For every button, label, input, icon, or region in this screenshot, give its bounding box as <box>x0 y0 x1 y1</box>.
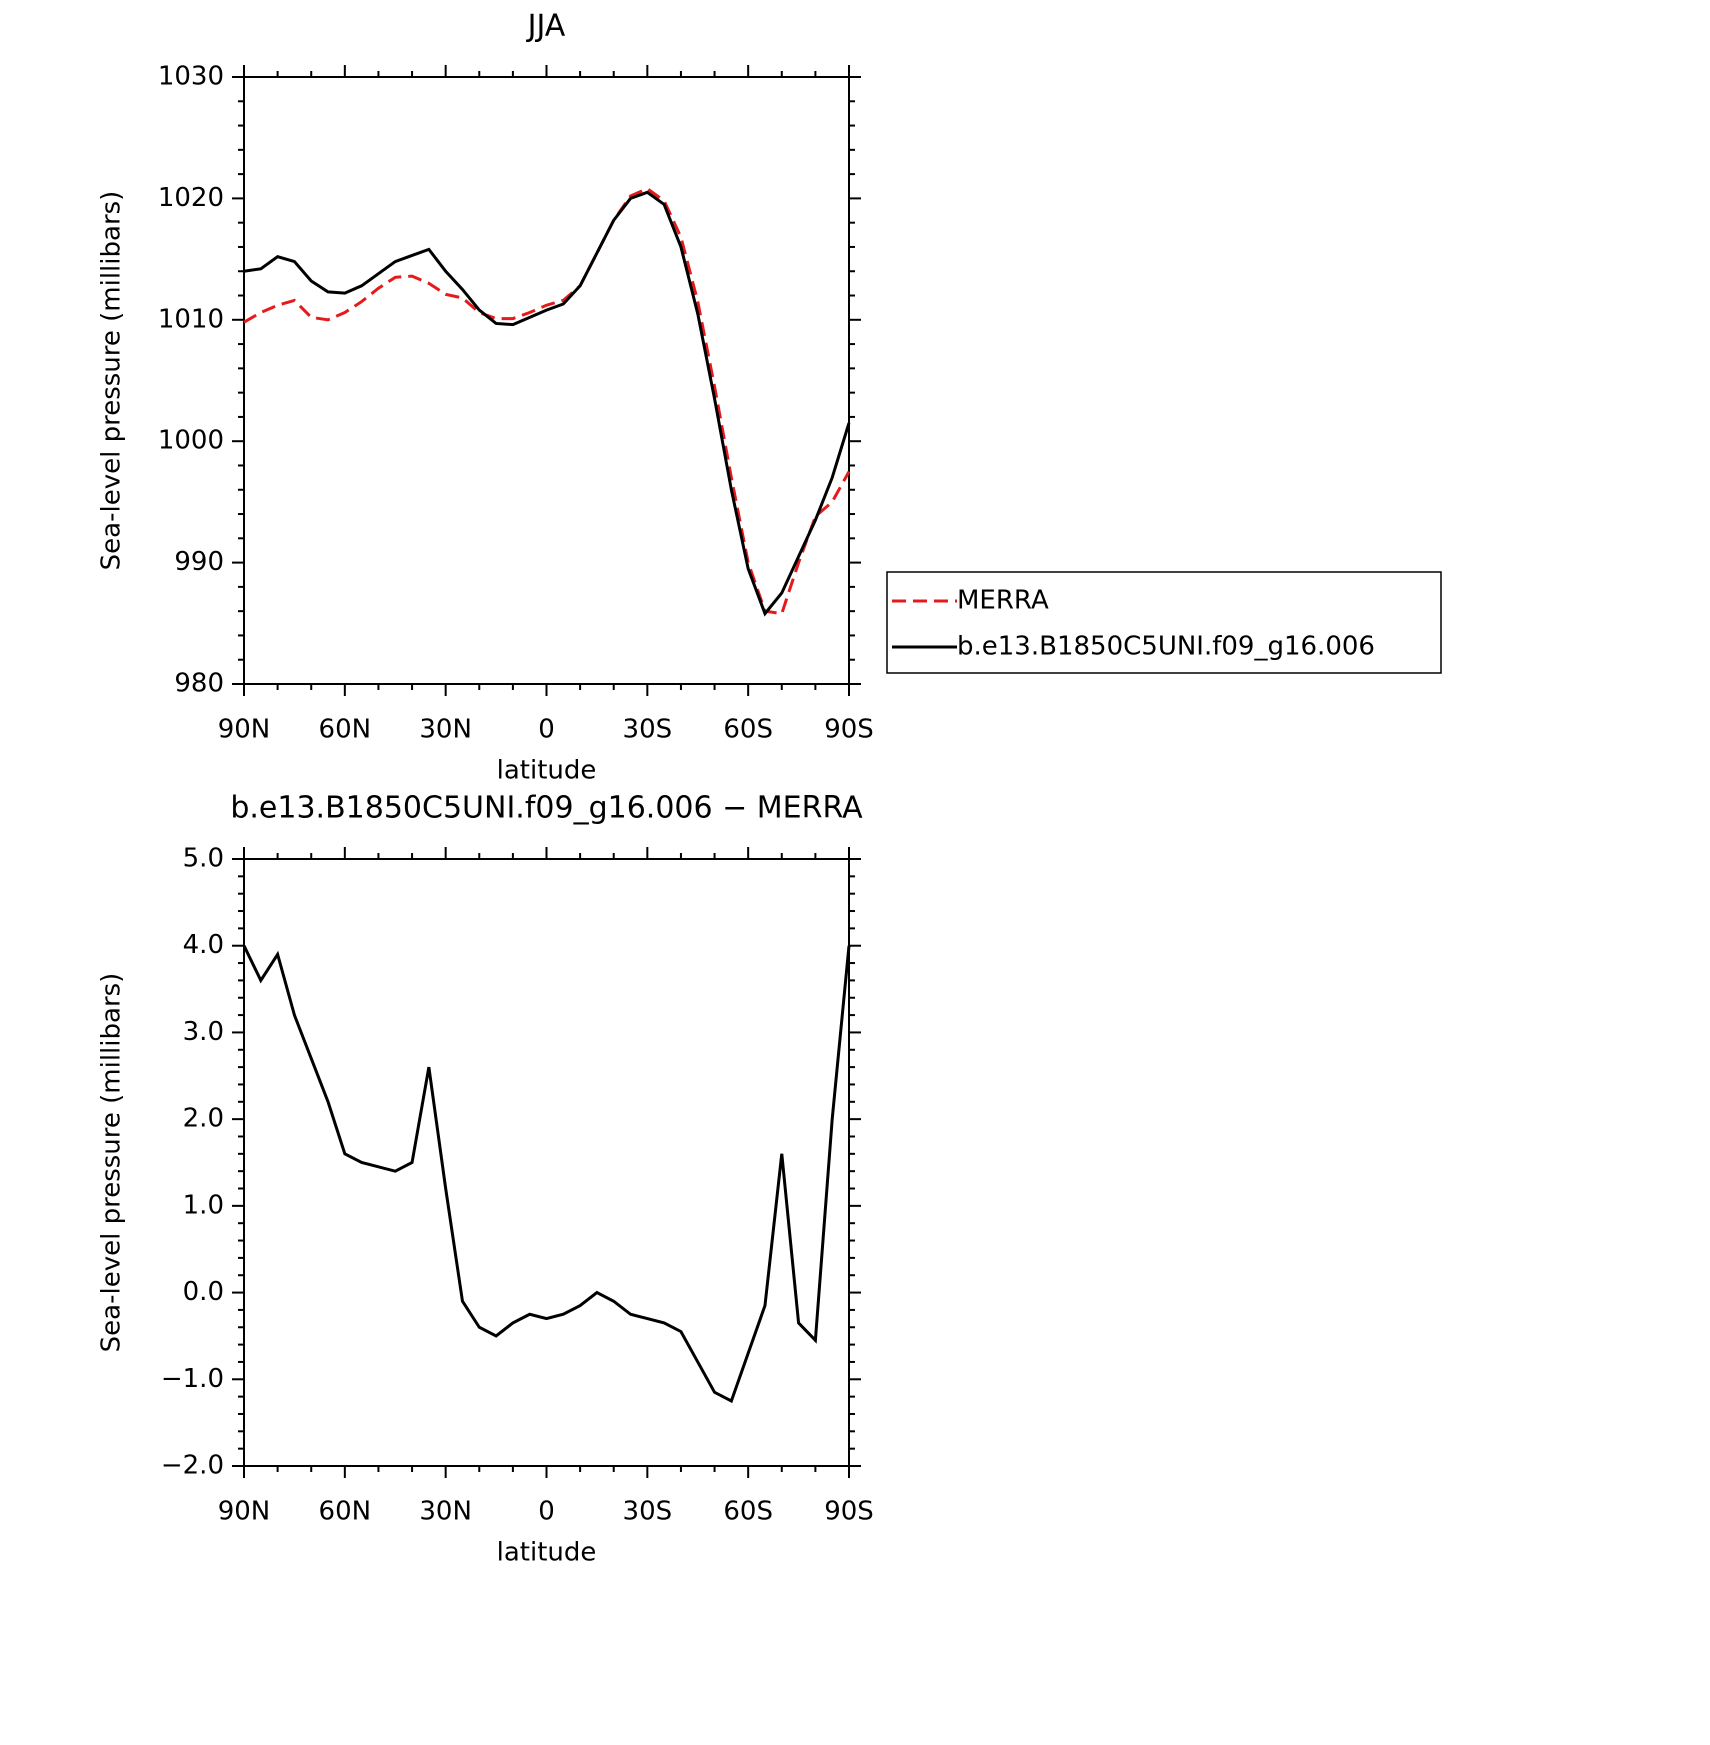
y-tick-label: 2.0 <box>183 1104 224 1134</box>
x-tick-label: 60N <box>319 715 372 745</box>
plot-frame <box>243 858 850 1467</box>
chart-title: JJA <box>526 9 566 44</box>
x-tick-label: 90N <box>218 715 271 745</box>
x-tick-label: 30N <box>419 1497 472 1527</box>
x-axis-label: latitude <box>497 756 597 786</box>
y-tick-label: 990 <box>174 547 224 577</box>
x-tick-label: 30S <box>623 1497 673 1527</box>
y-tick-label: 1030 <box>158 62 224 92</box>
x-tick-label: 60N <box>319 1497 372 1527</box>
y-axis-label: Sea-level pressure (millibars) <box>97 973 127 1353</box>
y-axis-label: Sea-level pressure (millibars) <box>97 191 127 571</box>
legend-label: b.e13.B1850C5UNI.f09_g16.006 <box>957 632 1375 662</box>
x-tick-label: 0 <box>538 715 555 745</box>
y-tick-label: 1.0 <box>183 1190 224 1220</box>
y-tick-label: 4.0 <box>183 930 224 960</box>
y-tick-label: 1010 <box>158 304 224 334</box>
x-tick-label: 30N <box>419 715 472 745</box>
y-tick-label: 5.0 <box>183 844 224 874</box>
x-axis-label: latitude <box>497 1538 597 1568</box>
x-tick-label: 90N <box>218 1497 271 1527</box>
data-line <box>242 945 851 1404</box>
y-tick-label: −1.0 <box>161 1364 224 1394</box>
legend-label: MERRA <box>957 586 1049 616</box>
legend-box <box>886 571 1442 674</box>
y-tick-label: 1020 <box>158 183 224 213</box>
x-tick-label: 30S <box>623 715 673 745</box>
y-tick-label: 0.0 <box>183 1277 224 1307</box>
y-tick-label: −2.0 <box>161 1451 224 1481</box>
data-line <box>243 190 851 617</box>
x-tick-label: 60S <box>723 1497 773 1527</box>
y-tick-label: 980 <box>174 669 224 699</box>
y-tick-label: 1000 <box>158 426 224 456</box>
chart-title: b.e13.B1850C5UNI.f09_g16.006 − MERRA <box>230 791 863 826</box>
y-tick-label: 3.0 <box>183 1017 224 1047</box>
x-tick-label: 60S <box>723 715 773 745</box>
x-tick-label: 0 <box>538 1497 555 1527</box>
data-line <box>243 186 851 616</box>
x-tick-label: 90S <box>824 1497 874 1527</box>
x-tick-label: 90S <box>824 715 874 745</box>
